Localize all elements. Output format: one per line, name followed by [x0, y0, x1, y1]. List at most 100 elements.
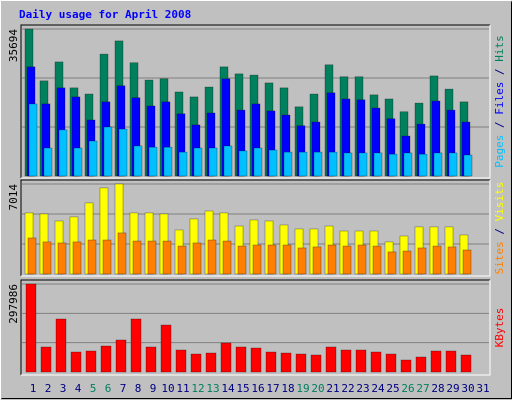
bar: [325, 346, 337, 373]
bar: [117, 232, 127, 275]
x-tick-label: 25: [386, 382, 399, 395]
x-tick-label: 26: [401, 382, 414, 395]
x-tick-label: 31: [476, 382, 489, 395]
legend-entry: Files: [493, 82, 506, 115]
x-tick-label: 24: [371, 382, 385, 395]
bar: [447, 246, 457, 275]
bar: [160, 324, 172, 373]
bar: [340, 349, 352, 373]
bar: [58, 129, 68, 177]
bar: [327, 244, 337, 275]
x-tick-label: 22: [341, 382, 354, 395]
bar: [328, 151, 338, 177]
bar: [27, 237, 37, 275]
bar: [433, 152, 443, 177]
panel-bevel-dark: [20, 24, 490, 178]
bar: [85, 350, 97, 373]
bar: [370, 351, 382, 373]
bar: [133, 145, 143, 177]
bar: [43, 147, 53, 177]
panel-bevel-dark: [20, 179, 490, 276]
bar: [445, 350, 457, 373]
bar: [193, 147, 203, 177]
bar: [448, 152, 458, 177]
bar: [372, 245, 382, 275]
bar: [163, 146, 173, 177]
bar: [147, 240, 157, 275]
x-tick-label: 17: [266, 382, 279, 395]
bar: [342, 245, 352, 275]
bar: [388, 153, 398, 177]
bar: [235, 346, 247, 373]
bar: [57, 242, 67, 275]
bar: [460, 354, 472, 373]
bar: [415, 356, 427, 373]
y-tick-label: 297986: [7, 284, 20, 324]
bar: [295, 353, 307, 373]
bar: [103, 126, 113, 177]
legend-entry: Pages: [493, 135, 506, 168]
panel-bevel-light: [21, 180, 491, 277]
bar: [25, 283, 37, 373]
x-tick-label: 28: [431, 382, 444, 395]
bar: [28, 103, 38, 177]
bar: [220, 342, 232, 373]
bar: [400, 359, 412, 373]
bar: [148, 146, 158, 177]
x-tick-label: 21: [326, 382, 339, 395]
bar: [463, 154, 473, 177]
bar: [70, 351, 82, 373]
bar: [100, 345, 112, 373]
bar: [282, 244, 292, 275]
x-tick-label: 3: [60, 382, 67, 395]
bar: [357, 244, 367, 275]
bar: [417, 247, 427, 275]
panel-bevel-dark: [20, 279, 490, 375]
x-tick-label: 9: [150, 382, 157, 395]
bar: [208, 147, 218, 177]
x-tick-label: 12: [191, 382, 204, 395]
y-tick-label: 35694: [7, 29, 20, 62]
x-tick-label: 30: [461, 382, 474, 395]
legend-entry: Sites: [493, 241, 506, 274]
bar: [432, 245, 442, 275]
bar: [343, 152, 353, 177]
bar: [298, 151, 308, 177]
bar: [310, 354, 322, 373]
bar: [267, 244, 277, 275]
bar: [462, 249, 472, 275]
legend-entry: Visits: [493, 182, 506, 222]
x-tick-label: 13: [206, 382, 219, 395]
x-tick-label: 4: [75, 382, 82, 395]
legend: Sites / Visits: [493, 182, 506, 275]
bar: [115, 339, 127, 373]
x-tick-label: 15: [236, 382, 249, 395]
x-tick-label: 29: [446, 382, 459, 395]
bar: [132, 240, 142, 275]
bar: [177, 245, 187, 275]
bar: [223, 145, 233, 177]
bar: [190, 353, 202, 373]
panel-bevel-light: [21, 25, 491, 179]
x-tick-label: 11: [176, 382, 189, 395]
bar: [162, 240, 172, 275]
bar: [385, 353, 397, 373]
x-tick-label: 16: [251, 382, 264, 395]
bar: [130, 318, 142, 373]
x-tick-label: 7: [120, 382, 127, 395]
bar: [373, 152, 383, 177]
x-tick-label: 14: [221, 382, 235, 395]
x-tick-label: 19: [296, 382, 309, 395]
bar: [102, 239, 112, 275]
chart-title: Daily usage for April 2008: [19, 8, 191, 21]
bar: [297, 247, 307, 275]
x-tick-label: 10: [161, 382, 174, 395]
legend-separator: /: [493, 62, 506, 82]
bar: [73, 147, 83, 177]
bar: [403, 152, 413, 177]
bar: [175, 349, 187, 373]
bar: [430, 350, 442, 373]
panel-bevel-light: [21, 280, 491, 376]
